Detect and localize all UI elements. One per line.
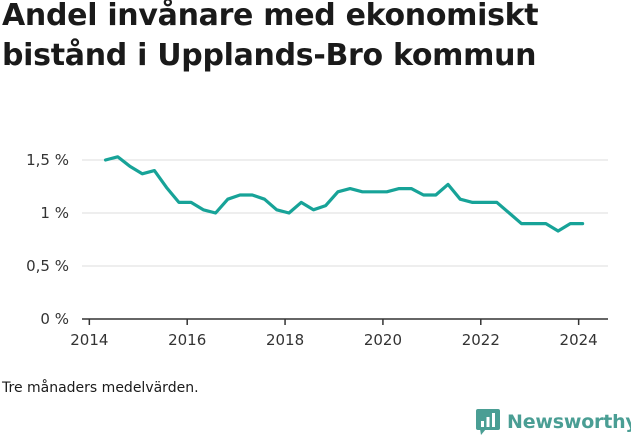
y-tick-label: 1 % — [40, 204, 69, 222]
x-tick-label: 2024 — [560, 331, 598, 349]
x-tick-label: 2022 — [462, 331, 500, 349]
x-tick-label: 2016 — [168, 331, 206, 349]
gridlines — [82, 159, 608, 267]
x-tick-label: 2020 — [364, 331, 402, 349]
chart-footnote: Tre månaders medelvärden. — [2, 380, 199, 396]
x-tick-label: 2014 — [70, 331, 108, 349]
chart-title-line-1: Andel invånare med ekonomiskt — [2, 0, 539, 33]
chart-title-line-2: bistånd i Upplands-Bro kommun — [2, 38, 537, 73]
y-tick-label: 0,5 % — [26, 257, 69, 275]
series-layer — [103, 155, 585, 233]
brand-name: Newsworthy — [507, 411, 631, 433]
y-tick-label: 0 % — [40, 310, 69, 328]
x-axis: 2014 2016 2018 2020 2022 2024 — [70, 318, 608, 349]
newsworthy-logo: Newsworthy — [476, 406, 631, 438]
y-axis-ticks: 0 % 0,5 % 1 % 1,5 % — [26, 151, 69, 328]
y-tick-label: 1,5 % — [26, 151, 69, 169]
series-line — [103, 155, 585, 233]
chart-bubble-icon — [476, 409, 500, 435]
x-tick-label: 2018 — [266, 331, 304, 349]
chart-title: Andel invånare med ekonomiskt bistånd i … — [2, 0, 627, 76]
